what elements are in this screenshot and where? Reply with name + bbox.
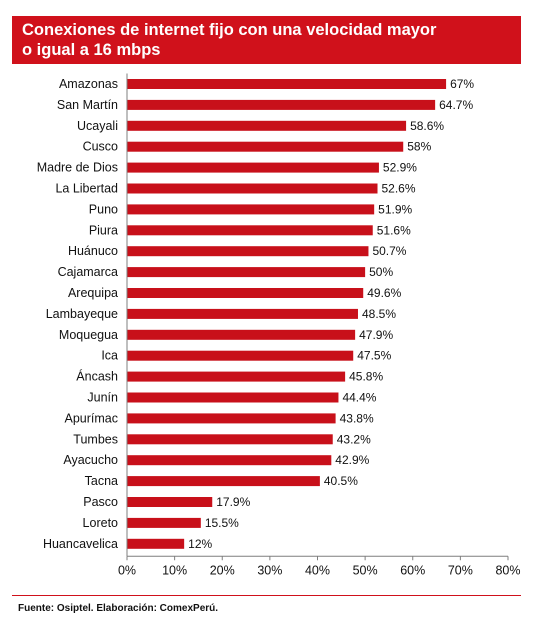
value-label: 52.9% <box>383 161 417 175</box>
category-label: Pasco <box>83 495 118 509</box>
category-label: Arequipa <box>68 286 118 300</box>
bar <box>127 476 320 487</box>
category-label: Tacna <box>85 474 118 488</box>
value-label: 48.5% <box>362 307 396 321</box>
category-label: Huánuco <box>68 244 118 258</box>
bar <box>127 413 336 424</box>
bar <box>127 225 373 236</box>
value-label: 12% <box>188 537 212 551</box>
category-label: Áncash <box>76 369 118 384</box>
category-label: Junín <box>87 391 118 405</box>
bar <box>127 392 339 403</box>
value-label: 45.8% <box>349 370 383 384</box>
bar <box>127 517 201 528</box>
value-label: 47.9% <box>359 328 393 342</box>
x-tick-label: 10% <box>162 563 187 577</box>
value-label: 47.5% <box>357 349 391 363</box>
category-label: San Martín <box>57 98 118 112</box>
category-label: Puno <box>89 202 118 216</box>
category-label: Cusco <box>83 140 118 154</box>
source-note: Fuente: Osiptel. Elaboración: ComexPerú. <box>18 603 219 614</box>
x-tick-label: 50% <box>353 563 378 577</box>
bottom-divider <box>12 595 521 596</box>
bar <box>127 79 447 89</box>
bar <box>127 267 366 278</box>
bar <box>127 329 356 340</box>
category-label: Amazonas <box>59 77 118 91</box>
x-tick-label: 60% <box>400 563 425 577</box>
x-tick-label: 0% <box>118 563 136 577</box>
value-label: 51.9% <box>378 202 412 216</box>
x-tick-label: 70% <box>448 563 473 577</box>
category-label: Cajamarca <box>58 265 118 279</box>
x-tick-label: 30% <box>257 563 282 577</box>
bar <box>127 308 358 319</box>
value-label: 49.6% <box>367 286 401 300</box>
category-label: Lambayeque <box>46 307 118 321</box>
bar <box>127 246 369 257</box>
value-label: 40.5% <box>324 474 358 488</box>
category-label: Ica <box>101 349 118 363</box>
value-label: 52.6% <box>382 182 416 196</box>
value-label: 67% <box>450 77 474 91</box>
bar <box>127 434 333 445</box>
bar <box>127 204 375 215</box>
category-label: Ayacucho <box>63 453 118 467</box>
category-label: Moquegua <box>59 328 118 342</box>
bar <box>127 455 332 466</box>
category-label: Ucayali <box>77 119 118 133</box>
bar <box>127 371 346 382</box>
category-label: Tumbes <box>73 432 118 446</box>
title-bar: Conexiones de internet fijo con una velo… <box>12 16 521 64</box>
value-label: 58% <box>407 140 431 154</box>
bar <box>127 497 213 507</box>
category-label: Apurímac <box>65 411 119 425</box>
bar <box>127 183 378 194</box>
value-label: 43.8% <box>340 411 374 425</box>
category-label: Madre de Dios <box>37 161 118 175</box>
value-label: 43.2% <box>337 432 371 446</box>
bar <box>127 288 364 298</box>
x-tick-label: 20% <box>210 563 235 577</box>
value-label: 44.4% <box>342 391 376 405</box>
chart-title-line-1: Conexiones de internet fijo con una velo… <box>22 21 437 39</box>
category-label: Loreto <box>83 516 118 530</box>
bar <box>127 350 354 361</box>
category-label: Piura <box>89 223 118 237</box>
value-label: 58.6% <box>410 119 444 133</box>
value-label: 51.6% <box>377 223 411 237</box>
value-label: 50% <box>369 265 393 279</box>
bar <box>127 538 185 549</box>
value-label: 17.9% <box>216 495 250 509</box>
chart-title-line-2: o igual a 16 mbps <box>22 41 161 59</box>
bar <box>127 141 404 152</box>
value-label: 42.9% <box>335 453 369 467</box>
category-label: Huancavelica <box>43 537 118 551</box>
value-label: 64.7% <box>439 98 473 112</box>
value-label: 50.7% <box>372 244 406 258</box>
value-label: 15.5% <box>205 516 239 530</box>
bar <box>127 120 407 131</box>
x-tick-label: 40% <box>305 563 330 577</box>
bar <box>127 99 436 110</box>
x-tick-label: 80% <box>495 563 520 577</box>
category-label: La Libertad <box>55 182 118 196</box>
bar <box>127 162 379 173</box>
